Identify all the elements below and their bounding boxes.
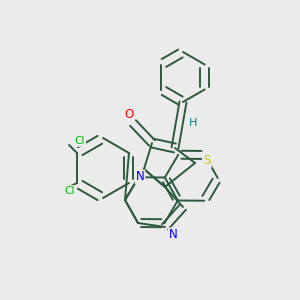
Text: N: N (136, 170, 144, 184)
Text: H: H (189, 118, 197, 128)
Text: O: O (124, 109, 134, 122)
Text: S: S (203, 154, 211, 167)
Text: Cl: Cl (75, 136, 85, 146)
Text: Cl: Cl (65, 186, 75, 196)
Text: N: N (169, 229, 177, 242)
